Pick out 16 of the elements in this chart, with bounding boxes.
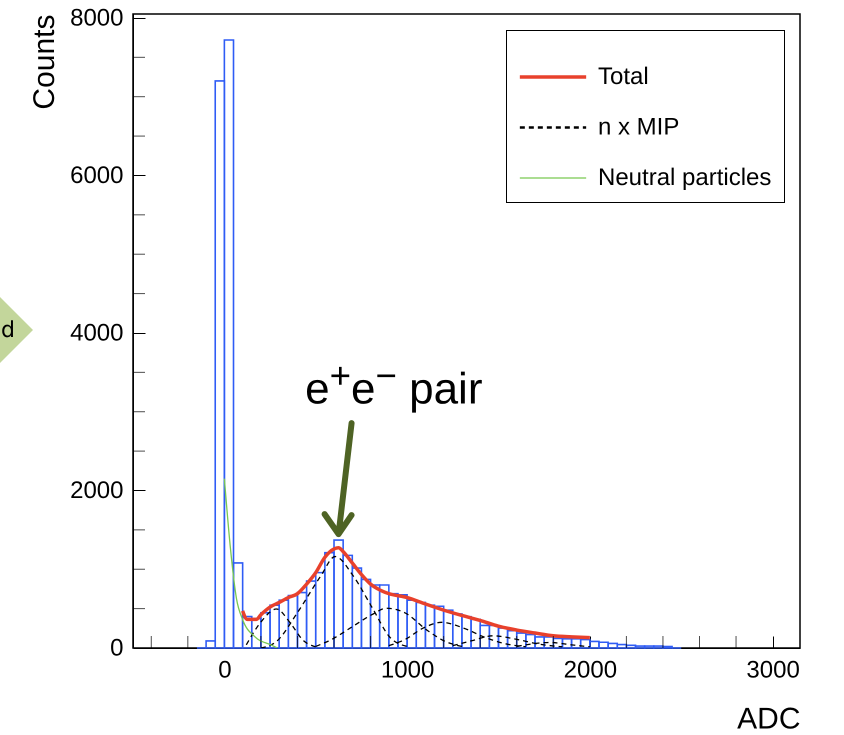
y-tick-label: 4000 bbox=[70, 319, 124, 346]
x-tick-label: 3000 bbox=[746, 656, 800, 684]
y-tick-label: 8000 bbox=[70, 4, 124, 32]
legend-label: Total bbox=[598, 63, 649, 90]
y-tick-label: 0 bbox=[110, 634, 124, 662]
legend-label: Neutral particles bbox=[598, 164, 772, 191]
legend-label: n x MIP bbox=[598, 114, 680, 140]
x-tick-label: 1000 bbox=[380, 656, 434, 684]
y-tick-label: 6000 bbox=[70, 162, 124, 189]
text: d bbox=[1, 318, 15, 343]
x-tick-label: 0 bbox=[218, 656, 232, 684]
annotation: e$^{+}$e$^{−}$ pair bbox=[305, 355, 482, 415]
y-axis-title: Counts bbox=[28, 14, 62, 110]
x-axis-title: ADC bbox=[737, 702, 800, 735]
y-tick-label: 2000 bbox=[70, 476, 124, 504]
x-tick-label: 2000 bbox=[564, 656, 618, 684]
